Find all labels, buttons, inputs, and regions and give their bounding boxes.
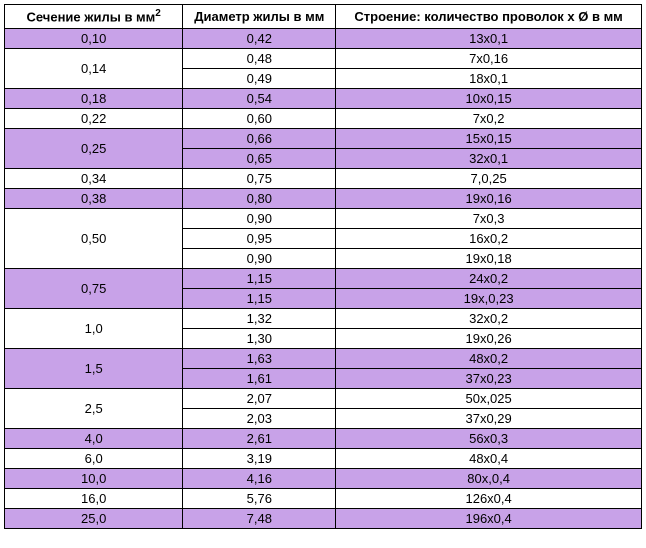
table-row: 0,340,757,0,25 bbox=[5, 169, 642, 189]
cell-structure: 7x0,3 bbox=[336, 209, 642, 229]
cell-section: 25,0 bbox=[5, 509, 183, 529]
table-row: 2,52,0750x,025 bbox=[5, 389, 642, 409]
cell-diameter: 7,48 bbox=[183, 509, 336, 529]
cell-diameter: 0,49 bbox=[183, 69, 336, 89]
table-row: 1,01,3232x0,2 bbox=[5, 309, 642, 329]
cell-structure: 48x0,4 bbox=[336, 449, 642, 469]
cell-structure: 37x0,29 bbox=[336, 409, 642, 429]
cell-diameter: 0,48 bbox=[183, 49, 336, 69]
table-row: 10,04,1680x,0,4 bbox=[5, 469, 642, 489]
cell-diameter: 1,61 bbox=[183, 369, 336, 389]
cell-structure: 48x0,2 bbox=[336, 349, 642, 369]
cell-structure: 19x,0,23 bbox=[336, 289, 642, 309]
cell-section: 0,25 bbox=[5, 129, 183, 169]
table-row: 16,05,76126x0,4 bbox=[5, 489, 642, 509]
cell-section: 0,38 bbox=[5, 189, 183, 209]
cell-structure: 18x0,1 bbox=[336, 69, 642, 89]
cell-diameter: 0,75 bbox=[183, 169, 336, 189]
cell-section: 4,0 bbox=[5, 429, 183, 449]
cell-structure: 7,0,25 bbox=[336, 169, 642, 189]
cell-diameter: 1,15 bbox=[183, 289, 336, 309]
table-row: 4,02,6156x0,3 bbox=[5, 429, 642, 449]
cell-section: 0,18 bbox=[5, 89, 183, 109]
header-diameter: Диаметp жилы в мм bbox=[183, 5, 336, 29]
cell-diameter: 0,42 bbox=[183, 29, 336, 49]
cell-diameter: 0,60 bbox=[183, 109, 336, 129]
header-row: Сечение жилы в мм2 Диаметp жилы в мм Стp… bbox=[5, 5, 642, 29]
cell-structure: 7x0,2 bbox=[336, 109, 642, 129]
cell-section: 1,5 bbox=[5, 349, 183, 389]
cell-structure: 19x0,18 bbox=[336, 249, 642, 269]
cell-diameter: 0,80 bbox=[183, 189, 336, 209]
cell-structure: 50x,025 bbox=[336, 389, 642, 409]
table-row: 0,100,4213x0,1 bbox=[5, 29, 642, 49]
header-structure: Стpоение: количество пpоволок x Ø в мм bbox=[336, 5, 642, 29]
cell-section: 0,14 bbox=[5, 49, 183, 89]
cell-structure: 13x0,1 bbox=[336, 29, 642, 49]
cell-diameter: 0,95 bbox=[183, 229, 336, 249]
cell-diameter: 1,63 bbox=[183, 349, 336, 369]
cell-structure: 24x0,2 bbox=[336, 269, 642, 289]
table-row: 0,250,6615x0,15 bbox=[5, 129, 642, 149]
wire-cross-section-table: Сечение жилы в мм2 Диаметp жилы в мм Стp… bbox=[4, 4, 642, 529]
cell-section: 2,5 bbox=[5, 389, 183, 429]
cell-diameter: 0,66 bbox=[183, 129, 336, 149]
cell-diameter: 4,16 bbox=[183, 469, 336, 489]
header-section-text: Сечение жилы в мм bbox=[27, 10, 156, 25]
cell-section: 0,34 bbox=[5, 169, 183, 189]
cell-structure: 32x0,1 bbox=[336, 149, 642, 169]
table-row: 25,07,48196x0,4 bbox=[5, 509, 642, 529]
cell-section: 0,50 bbox=[5, 209, 183, 269]
cell-diameter: 0,90 bbox=[183, 209, 336, 229]
cell-structure: 32x0,2 bbox=[336, 309, 642, 329]
cell-structure: 196x0,4 bbox=[336, 509, 642, 529]
cell-diameter: 0,90 bbox=[183, 249, 336, 269]
cell-diameter: 0,65 bbox=[183, 149, 336, 169]
cell-structure: 56x0,3 bbox=[336, 429, 642, 449]
cell-diameter: 2,07 bbox=[183, 389, 336, 409]
table-row: 0,140,487x0,16 bbox=[5, 49, 642, 69]
table-row: 0,180,5410x0,15 bbox=[5, 89, 642, 109]
cell-section: 0,75 bbox=[5, 269, 183, 309]
header-section: Сечение жилы в мм2 bbox=[5, 5, 183, 29]
cell-section: 0,22 bbox=[5, 109, 183, 129]
cell-structure: 126x0,4 bbox=[336, 489, 642, 509]
cell-section: 6,0 bbox=[5, 449, 183, 469]
cell-structure: 16x0,2 bbox=[336, 229, 642, 249]
cell-structure: 10x0,15 bbox=[336, 89, 642, 109]
header-section-sup: 2 bbox=[155, 8, 161, 19]
table-row: 0,751,1524x0,2 bbox=[5, 269, 642, 289]
table-row: 0,500,907x0,3 bbox=[5, 209, 642, 229]
cell-diameter: 1,15 bbox=[183, 269, 336, 289]
cell-section: 16,0 bbox=[5, 489, 183, 509]
cell-diameter: 2,61 bbox=[183, 429, 336, 449]
cell-diameter: 1,32 bbox=[183, 309, 336, 329]
table-row: 6,03,1948x0,4 bbox=[5, 449, 642, 469]
table-row: 1,51,6348x0,2 bbox=[5, 349, 642, 369]
cell-diameter: 3,19 bbox=[183, 449, 336, 469]
table-row: 0,220,607x0,2 bbox=[5, 109, 642, 129]
cell-section: 1,0 bbox=[5, 309, 183, 349]
cell-structure: 7x0,16 bbox=[336, 49, 642, 69]
cell-structure: 19x0,26 bbox=[336, 329, 642, 349]
cell-diameter: 1,30 bbox=[183, 329, 336, 349]
cell-diameter: 2,03 bbox=[183, 409, 336, 429]
cell-structure: 19x0,16 bbox=[336, 189, 642, 209]
cell-structure: 37x0,23 bbox=[336, 369, 642, 389]
cell-structure: 15x0,15 bbox=[336, 129, 642, 149]
cell-section: 10,0 bbox=[5, 469, 183, 489]
cell-structure: 80x,0,4 bbox=[336, 469, 642, 489]
cell-section: 0,10 bbox=[5, 29, 183, 49]
cell-diameter: 5,76 bbox=[183, 489, 336, 509]
cell-diameter: 0,54 bbox=[183, 89, 336, 109]
table-row: 0,380,8019x0,16 bbox=[5, 189, 642, 209]
